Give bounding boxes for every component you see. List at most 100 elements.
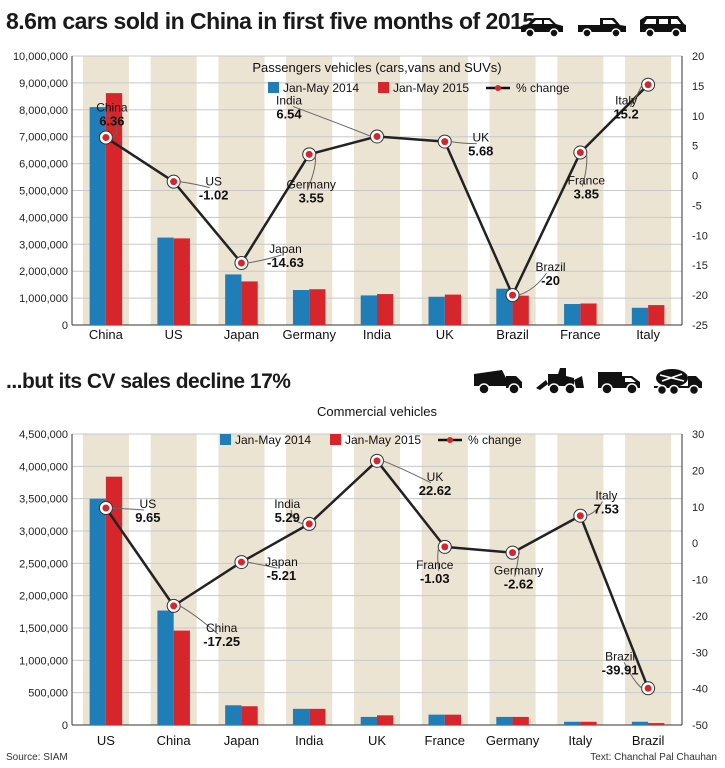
bar-2014 bbox=[157, 237, 174, 325]
annotation-leader bbox=[382, 460, 432, 484]
y-tick-label: 0 bbox=[62, 720, 68, 732]
annotation-value: -17.25 bbox=[203, 634, 240, 649]
annotation-leader bbox=[247, 254, 282, 264]
y-tick-label: 4,500,000 bbox=[19, 429, 68, 441]
bar-2015 bbox=[241, 706, 258, 725]
annotation-name: Brazil bbox=[605, 649, 635, 663]
bar-2014 bbox=[496, 716, 513, 725]
annotation-value: -39.91 bbox=[602, 662, 639, 677]
category-band bbox=[286, 434, 333, 725]
annotation-leader bbox=[107, 113, 118, 138]
category-label: US bbox=[97, 733, 115, 748]
y2-tick-label: -15 bbox=[692, 260, 708, 272]
change-point-core bbox=[373, 132, 381, 140]
truck-icon bbox=[474, 370, 522, 395]
y2-tick-label: -20 bbox=[692, 290, 708, 302]
annotation-leader bbox=[450, 141, 477, 145]
annotation-name: Germany bbox=[494, 564, 543, 578]
y2-tick-label: 0 bbox=[692, 538, 698, 550]
credit-note: Text: Chanchal Pal Chauhan bbox=[590, 752, 717, 763]
change-point-core bbox=[170, 602, 178, 610]
annotation-value: -1.02 bbox=[199, 188, 229, 203]
category-label: Japan bbox=[224, 327, 259, 342]
annotation-name: Japan bbox=[269, 242, 302, 256]
annotation-name: UK bbox=[427, 470, 444, 484]
category-label: Italy bbox=[636, 327, 660, 342]
annotation-leader bbox=[518, 272, 547, 296]
chart-title: Passengers vehicles (cars,vans and SUVs) bbox=[252, 60, 501, 75]
bar-2015 bbox=[512, 716, 529, 725]
category-label: India bbox=[295, 733, 324, 748]
bar-2014 bbox=[631, 307, 649, 325]
y-tick-label: 2,500,000 bbox=[19, 558, 68, 570]
bar-2014 bbox=[564, 721, 581, 725]
legend-swatch-2015 bbox=[378, 82, 389, 93]
legend-marker-change bbox=[447, 437, 453, 443]
annotation-value: 5.29 bbox=[275, 510, 300, 525]
legend-label-2014: Jan-May 2014 bbox=[283, 81, 359, 95]
bar-2015 bbox=[444, 714, 462, 725]
annotation-name: China bbox=[96, 101, 128, 115]
annotation-value: -2.62 bbox=[504, 577, 534, 592]
change-point-core bbox=[644, 684, 652, 692]
annotation-value: 9.65 bbox=[135, 510, 160, 525]
annotation-name: France bbox=[416, 558, 454, 572]
bar-2014 bbox=[225, 705, 242, 725]
change-point-core bbox=[509, 549, 517, 557]
change-point-core bbox=[237, 259, 245, 267]
bar-2014 bbox=[225, 274, 242, 325]
y-tick-label: 10,000,000 bbox=[13, 51, 68, 63]
bar-2015 bbox=[309, 708, 326, 725]
car-icon bbox=[521, 18, 563, 38]
y-tick-label: 3,500,000 bbox=[19, 494, 68, 506]
annotation-value: 15.2 bbox=[613, 107, 638, 122]
legend-label-2015: Jan-May 2015 bbox=[393, 81, 469, 95]
category-label: India bbox=[363, 327, 392, 342]
annotation-value: 3.85 bbox=[574, 187, 599, 202]
change-point-core bbox=[441, 138, 449, 146]
y2-tick-label: -50 bbox=[692, 720, 708, 732]
legend-swatch-2014 bbox=[220, 434, 231, 445]
y2-tick-label: -5 bbox=[692, 200, 702, 212]
bar-2015 bbox=[580, 303, 597, 325]
category-band bbox=[557, 434, 604, 725]
legend-label-2014: Jan-May 2014 bbox=[235, 433, 311, 447]
y-tick-label: 8,000,000 bbox=[19, 105, 68, 117]
annotation-value: 5.68 bbox=[468, 144, 493, 159]
bar-2014 bbox=[292, 290, 310, 325]
source-note: Source: SIAM bbox=[6, 752, 68, 763]
y2-tick-label: -30 bbox=[692, 647, 708, 659]
category-label: Germany bbox=[486, 733, 540, 748]
annotation-leader bbox=[514, 552, 520, 577]
change-point-core bbox=[373, 457, 381, 465]
change-point-core bbox=[305, 520, 313, 528]
category-label: Brazil bbox=[632, 733, 665, 748]
y-tick-label: 4,000,000 bbox=[19, 461, 68, 473]
annotation-leader bbox=[247, 561, 278, 569]
annotation-value: 3.55 bbox=[299, 190, 324, 205]
legend-label-change: % change bbox=[516, 81, 570, 95]
annotation-name: India bbox=[276, 93, 302, 107]
y-tick-label: 500,000 bbox=[28, 688, 68, 700]
category-label: Germany bbox=[282, 327, 336, 342]
category-band bbox=[625, 434, 672, 725]
annotation-leader bbox=[437, 546, 440, 571]
legend-marker-change bbox=[495, 85, 501, 91]
bar-2015 bbox=[377, 294, 394, 325]
category-label: France bbox=[560, 327, 600, 342]
bar-2014 bbox=[157, 610, 174, 725]
y2-tick-label: 0 bbox=[692, 171, 698, 183]
bar-2015 bbox=[105, 93, 123, 325]
annotation-leader bbox=[306, 154, 317, 191]
bar-2014 bbox=[89, 498, 106, 725]
bar-2015 bbox=[512, 295, 529, 325]
category-band bbox=[218, 434, 265, 725]
annotation-name: UK bbox=[472, 131, 489, 145]
bar-2014 bbox=[360, 716, 377, 725]
legend-swatch-2015 bbox=[330, 434, 341, 445]
y-tick-label: 5,000,000 bbox=[19, 186, 68, 198]
annotation-leader bbox=[629, 84, 643, 107]
y2-tick-label: -20 bbox=[692, 611, 708, 623]
bar-2014 bbox=[360, 295, 377, 325]
bar-2014 bbox=[89, 107, 106, 325]
